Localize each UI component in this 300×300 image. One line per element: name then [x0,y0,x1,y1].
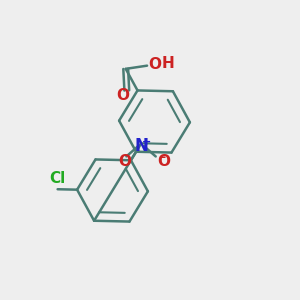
Text: O: O [117,88,130,103]
Text: O: O [148,57,162,72]
Text: +: + [142,137,151,147]
Text: H: H [161,56,174,71]
Text: O: O [157,154,170,169]
Text: O: O [118,154,131,169]
Text: N: N [134,137,148,155]
Text: Cl: Cl [50,171,66,186]
Text: -: - [161,151,166,164]
